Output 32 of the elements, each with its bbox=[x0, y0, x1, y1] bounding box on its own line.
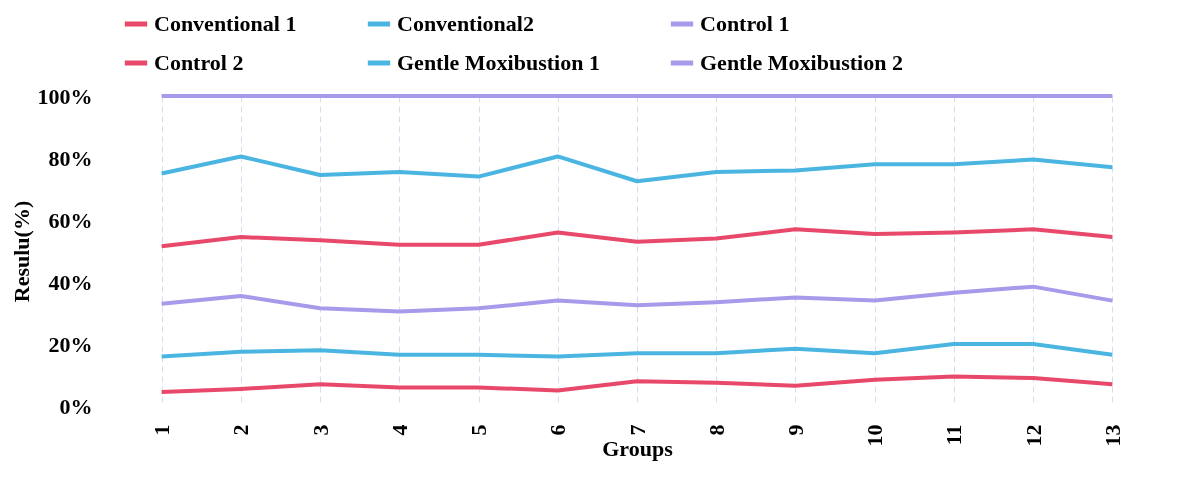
x-tick-label: 8 bbox=[703, 424, 729, 436]
y-tick-label: 80% bbox=[48, 145, 93, 171]
x-axis-title: Groups bbox=[602, 435, 674, 461]
y-axis-title: Resulu(%) bbox=[8, 200, 34, 303]
x-tick-label: 11 bbox=[941, 424, 967, 446]
legend-label: Gentle Moxibustion 1 bbox=[397, 50, 600, 75]
line-series bbox=[159, 227, 1115, 249]
legend-label: Control 1 bbox=[700, 11, 790, 36]
y-tick-label: 100% bbox=[37, 83, 93, 109]
legend-label: Conventional 1 bbox=[154, 11, 297, 36]
x-tick-label: 5 bbox=[466, 424, 492, 436]
legend-label: Control 2 bbox=[154, 50, 244, 75]
line-series bbox=[159, 374, 1115, 395]
x-tick-label: 4 bbox=[386, 424, 412, 436]
y-tick-label: 60% bbox=[48, 207, 93, 233]
x-tick-label: 1 bbox=[149, 424, 175, 436]
line-series bbox=[159, 284, 1115, 314]
x-tick-label: 6 bbox=[545, 424, 571, 436]
legend-label: Conventional2 bbox=[397, 11, 534, 36]
x-tick-label: 3 bbox=[307, 424, 333, 436]
y-tick-label: 0% bbox=[59, 393, 93, 419]
y-tick-label: 20% bbox=[48, 331, 93, 357]
legend-label: Gentle Moxibustion 2 bbox=[700, 50, 903, 75]
x-tick-label: 9 bbox=[782, 424, 808, 436]
x-tick-label: 10 bbox=[862, 424, 888, 447]
line-series bbox=[159, 342, 1115, 359]
x-tick-label: 12 bbox=[1020, 424, 1046, 447]
y-tick-label: 40% bbox=[48, 269, 93, 295]
x-tick-label: 2 bbox=[228, 424, 254, 436]
x-tick-label: 13 bbox=[1099, 424, 1125, 447]
line-series bbox=[159, 154, 1115, 184]
x-tick-label: 7 bbox=[624, 424, 650, 436]
